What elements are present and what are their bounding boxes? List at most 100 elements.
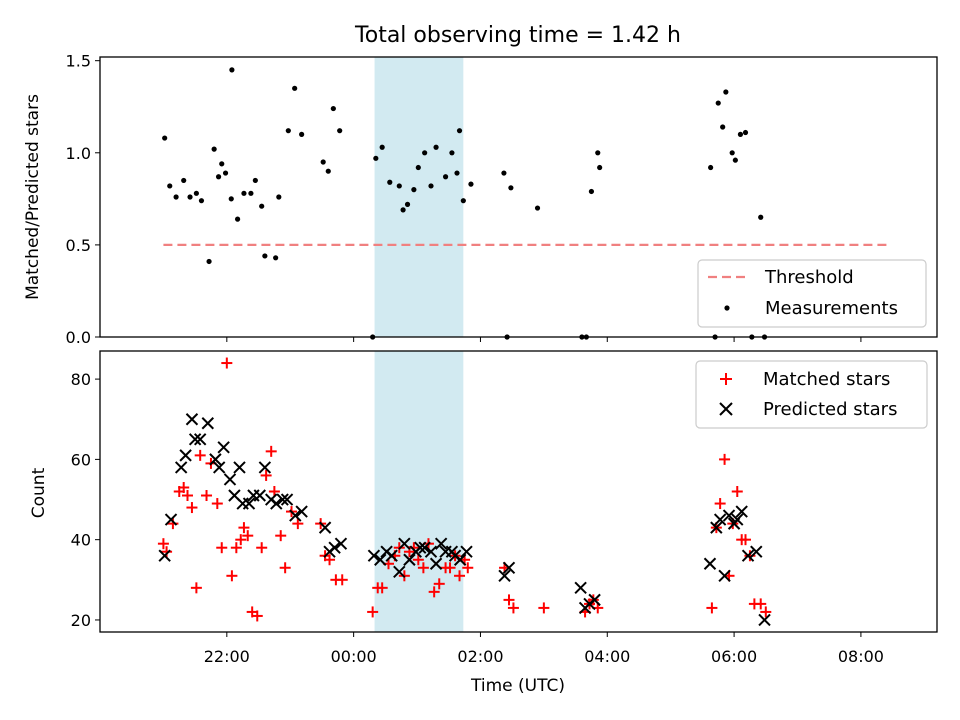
measurement-point [252, 177, 258, 184]
legend-measurements-swatch [724, 305, 730, 311]
matched-star-point [731, 486, 743, 497]
counts-y-axis-label: Count [29, 467, 49, 518]
measurement-point [508, 185, 514, 191]
matched-star-point [719, 453, 731, 465]
ratio-y-axis-label: Matched/Predicted stars [23, 94, 43, 300]
matched-star-point [190, 582, 202, 594]
measurement-point [219, 161, 225, 167]
matched-star-point [221, 357, 233, 369]
predicted-star-point [741, 549, 755, 562]
predicted-star-point [574, 581, 587, 595]
matched-star-point [324, 554, 336, 566]
predicted-star-point [398, 537, 411, 550]
measurement-point [729, 150, 735, 156]
matched-star-point [161, 546, 173, 558]
predicted-star-point [185, 413, 199, 426]
matched-star-point [744, 550, 756, 562]
matched-star-point [182, 490, 194, 502]
y-tick-label: 1.0 [66, 144, 91, 163]
measurement-point [234, 216, 241, 222]
measurement-point [181, 177, 187, 184]
measurement-point [273, 255, 279, 261]
counts-legend: Matched stars Predicted stars [695, 360, 928, 429]
predicted-star-point [453, 553, 467, 566]
measurement-point [715, 100, 721, 106]
matched-star-point [279, 562, 291, 574]
measurement-point [285, 128, 291, 134]
matched-star-point [178, 481, 190, 493]
predicted-star-point [418, 541, 431, 554]
measurement-point [206, 258, 212, 265]
predicted-star-point [588, 593, 601, 607]
predicted-star-point [280, 493, 294, 506]
measurement-point [330, 105, 336, 112]
observing-window-shade [374, 57, 464, 337]
x-tick-label: 08:00 [838, 647, 884, 666]
figure-title: Total observing time = 1.42 h [354, 23, 681, 48]
measurement-point [276, 194, 282, 200]
predicted-star-point [179, 449, 192, 462]
measurement-point [456, 128, 463, 134]
predicted-star-point [193, 433, 207, 446]
predicted-star-point [718, 569, 731, 583]
measurement-point [454, 170, 460, 176]
matched-star-point [412, 554, 424, 566]
predicted-star-point [758, 613, 771, 627]
measurement-point [211, 146, 217, 152]
matched-star-point [462, 562, 474, 574]
predicted-star-point [295, 505, 308, 518]
measurement-point [411, 187, 417, 193]
predicted-star-point [424, 545, 438, 558]
measurement-point [193, 190, 199, 196]
y-tick-label: 40 [71, 531, 91, 550]
measurement-point [337, 128, 343, 134]
predicted-star-point [233, 461, 246, 474]
matched-star-point [238, 522, 250, 534]
predicted-star-point [289, 509, 302, 522]
measurement-point [320, 159, 326, 165]
predicted-star-point [318, 521, 332, 534]
predicted-star-point [710, 521, 723, 534]
matched-star-point [167, 518, 179, 530]
measurement-point [460, 198, 466, 204]
measurement-point [215, 174, 222, 180]
matched-star-point [275, 530, 287, 542]
predicted-star-point [258, 461, 272, 474]
predicted-star-point [722, 509, 736, 522]
y-tick-label: 20 [71, 611, 91, 630]
measurement-point [173, 194, 179, 200]
predicted-star-point [367, 549, 381, 562]
predicted-star-point [498, 569, 511, 583]
predicted-star-point [158, 549, 171, 562]
predicted-star-point [735, 505, 748, 518]
legend-threshold-label: Threshold [764, 267, 854, 288]
measurement-point [292, 85, 298, 91]
matched-star-point [755, 598, 767, 610]
predicted-star-point [276, 493, 289, 506]
matched-star-point [367, 606, 379, 618]
measurement-point [325, 168, 331, 174]
measurement-point [595, 150, 601, 156]
ratio-legend-frame [697, 259, 927, 328]
matched-star-point [444, 562, 456, 574]
matched-star-point [216, 542, 228, 554]
counts-legend-frame [695, 360, 928, 429]
measurement-point [229, 67, 235, 73]
matched-star-point [292, 518, 304, 530]
predicted-star-point [174, 461, 188, 474]
matched-star-point [235, 534, 247, 546]
measurement-point [387, 179, 393, 185]
predicted-star-point [703, 557, 717, 570]
measurement-point [449, 150, 455, 156]
measurement-point [723, 89, 729, 95]
predicted-star-point [731, 513, 744, 526]
measurement-point [222, 170, 229, 176]
predicted-star-point [270, 497, 283, 510]
x-tick-label: 06:00 [711, 647, 757, 666]
matched-star-point [417, 562, 429, 574]
predicted-star-point [223, 473, 237, 486]
measurement-point [742, 129, 749, 136]
measurement-point [379, 144, 385, 150]
ratio-panel: 0.0 0.5 1.0 1.5 Matched/Predicted stars Thr… [23, 52, 938, 347]
